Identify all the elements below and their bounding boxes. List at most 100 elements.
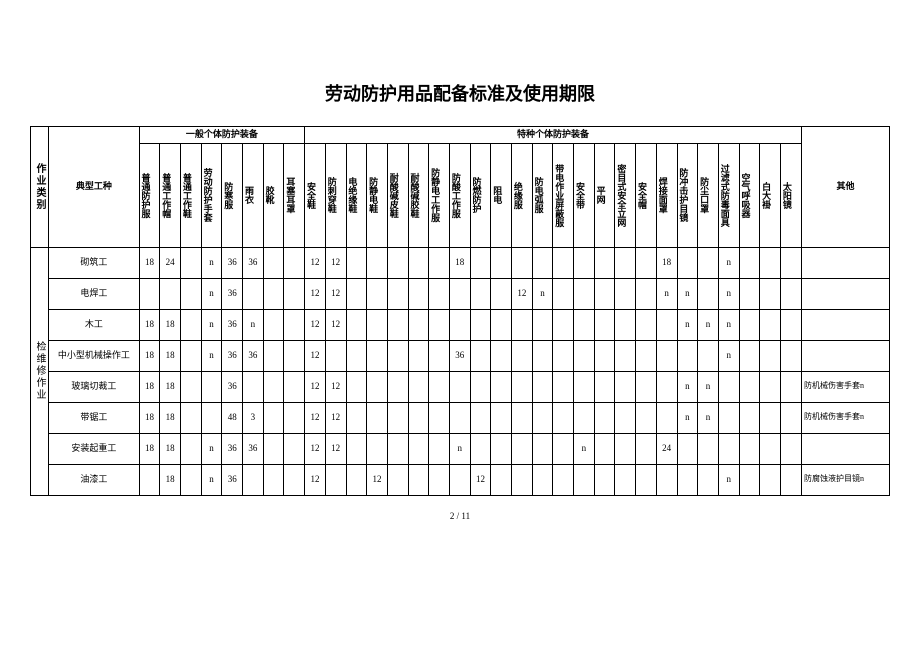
value-cell [615,247,636,278]
table-row: 玻璃切裁工1818361212nn防机械伤害手套n [31,371,890,402]
value-cell [429,371,450,402]
value-cell [594,278,615,309]
value-cell [553,247,574,278]
value-cell: n [698,309,719,340]
value-cell [739,340,760,371]
value-cell: 36 [243,247,264,278]
header-group-special: 特种个体防护装备 [305,127,802,144]
value-cell: 36 [222,340,243,371]
value-cell [615,464,636,495]
value-cell: n [532,278,553,309]
other-cell: 防机械伤害手套n [801,402,889,433]
table-row: 带锯工18184831212nn防机械伤害手套n [31,402,890,433]
column-header: 绝缘服 [512,143,533,247]
job-cell: 电焊工 [49,278,140,309]
value-cell [367,309,388,340]
value-cell [470,433,491,464]
value-cell: 36 [222,371,243,402]
category-cell: 检维修作业 [31,247,49,495]
value-cell [718,371,739,402]
value-cell [532,464,553,495]
value-cell: n [677,371,698,402]
value-cell [594,433,615,464]
value-cell [470,309,491,340]
value-cell [512,247,533,278]
value-cell [656,340,677,371]
value-cell [367,402,388,433]
value-cell [263,464,284,495]
table-row: 木工1818n36n1212nnn [31,309,890,340]
value-cell: n [677,402,698,433]
value-cell: n [718,309,739,340]
value-cell [367,433,388,464]
value-cell [243,371,264,402]
value-cell [677,433,698,464]
value-cell [491,371,512,402]
other-cell: 防机械伤害手套n [801,371,889,402]
value-cell: 18 [139,402,160,433]
value-cell [512,433,533,464]
column-header: 防电弧服 [532,143,553,247]
value-cell [594,464,615,495]
value-cell: n [201,278,222,309]
value-cell [532,371,553,402]
value-cell [201,402,222,433]
column-header: 过滤式防毒面具 [718,143,739,247]
value-cell [408,371,429,402]
value-cell [325,464,346,495]
other-cell [801,278,889,309]
value-cell [408,402,429,433]
value-cell [574,371,595,402]
value-cell [160,278,181,309]
value-cell [532,340,553,371]
value-cell [346,464,367,495]
value-cell [429,402,450,433]
value-cell [594,247,615,278]
value-cell [760,278,781,309]
value-cell: 18 [160,402,181,433]
value-cell: 18 [160,309,181,340]
value-cell [180,247,201,278]
value-cell: 36 [449,340,470,371]
header-job: 典型工种 [49,127,140,248]
value-cell: 24 [656,433,677,464]
value-cell [263,340,284,371]
value-cell [387,309,408,340]
value-cell [532,433,553,464]
value-cell [284,371,305,402]
value-cell [698,278,719,309]
value-cell [553,309,574,340]
value-cell: 18 [139,309,160,340]
value-cell [325,340,346,371]
value-cell [429,278,450,309]
other-cell [801,309,889,340]
value-cell [387,464,408,495]
value-cell [553,433,574,464]
column-header: 耐酸碱胶鞋 [408,143,429,247]
value-cell: n [718,340,739,371]
value-cell [698,340,719,371]
value-cell [139,278,160,309]
value-cell [243,278,264,309]
value-cell [574,402,595,433]
table-row: 检维修作业砌筑工1824n363612121818n [31,247,890,278]
job-cell: 安装起重工 [49,433,140,464]
value-cell [636,278,657,309]
column-header: 耐酸碱皮鞋 [387,143,408,247]
value-cell: n [698,371,719,402]
value-cell: 12 [367,464,388,495]
value-cell [574,247,595,278]
value-cell [263,371,284,402]
value-cell: 18 [160,464,181,495]
value-cell: 12 [305,402,326,433]
column-header: 防静电鞋 [367,143,388,247]
value-cell [636,309,657,340]
value-cell: 12 [470,464,491,495]
value-cell [594,371,615,402]
column-header: 普通工作鞋 [180,143,201,247]
value-cell [346,309,367,340]
value-cell: 36 [222,464,243,495]
value-cell [574,278,595,309]
other-cell [801,247,889,278]
value-cell [263,278,284,309]
